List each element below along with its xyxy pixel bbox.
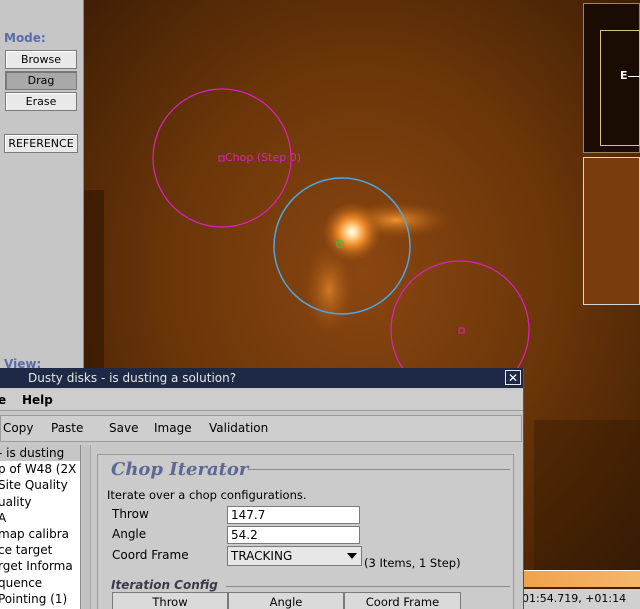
tree-item[interactable]: map calibra: [0, 526, 69, 541]
tree-item[interactable]: Site Quality: [0, 478, 68, 493]
tree-item[interactable]: rget Informa: [0, 559, 73, 574]
splitter-handle[interactable]: [82, 445, 91, 609]
erase-button[interactable]: Erase: [5, 92, 77, 111]
validation-button[interactable]: Validation: [209, 421, 269, 435]
tree-item[interactable]: A: [0, 510, 80, 526]
reference-button[interactable]: REFERENCE: [4, 134, 78, 153]
items-count: (3 Items, 1 Step): [364, 556, 461, 570]
view-label: View:: [4, 357, 42, 371]
angle-input[interactable]: [227, 526, 360, 544]
iterator-dialog: Dusty disks - is dusting a solution? ✕ e…: [0, 368, 524, 609]
menu-bar: e Help: [0, 390, 523, 411]
target-circle[interactable]: [273, 177, 411, 315]
coord-frame-label: Coord Frame: [112, 548, 189, 562]
iteration-divider: [226, 586, 510, 587]
angle-label: Angle: [112, 527, 147, 541]
editor-panel: Chop Iterator Iterate over a chop config…: [97, 454, 514, 609]
compass-arrow-icon: [628, 76, 640, 77]
column-header-throw[interactable]: Throw: [112, 592, 228, 609]
menu-file[interactable]: e: [0, 393, 6, 407]
chop-marker-2[interactable]: [458, 327, 465, 334]
overview-thumbnail[interactable]: E: [583, 3, 640, 153]
coord-frame-value: TRACKING: [231, 549, 293, 563]
chop-iterator-editor: Chop Iterator Iterate over a chop config…: [92, 445, 523, 609]
tree-item[interactable]: - is dusting: [0, 445, 80, 462]
colorbar: [520, 570, 640, 587]
coord-frame-select[interactable]: TRACKING: [227, 546, 362, 566]
chop-marker[interactable]: [218, 155, 225, 162]
dialog-title: Dusty disks - is dusting a solution?: [28, 371, 237, 385]
image-button[interactable]: Image: [154, 421, 192, 435]
browse-button[interactable]: Browse: [5, 50, 77, 69]
target-marker[interactable]: [335, 239, 345, 249]
tree-item[interactable]: p of W48 (2X: [0, 462, 77, 477]
dialog-title-bar[interactable]: Dusty disks - is dusting a solution? ✕: [0, 368, 523, 388]
save-button[interactable]: Save: [109, 421, 139, 435]
menu-help[interactable]: Help: [22, 393, 53, 407]
chop-circle-step0[interactable]: [152, 88, 292, 228]
title-divider: [248, 469, 510, 470]
iteration-table-header: Throw Angle Coord Frame: [112, 592, 461, 609]
column-header-angle[interactable]: Angle: [228, 592, 344, 609]
throw-label: Throw: [112, 507, 149, 521]
coordinate-readout: 01:54.719, +01:14: [520, 589, 640, 609]
iteration-config-title: Iteration Config: [111, 578, 218, 592]
column-header-coord-frame[interactable]: Coord Frame: [344, 592, 461, 609]
tree-item[interactable]: quence: [0, 575, 43, 590]
pan-thumbnail[interactable]: [583, 157, 640, 305]
thumbnail-viewport-box[interactable]: [600, 30, 640, 146]
editor-title: Chop Iterator: [111, 459, 249, 480]
copy-button[interactable]: Copy: [3, 421, 34, 435]
chevron-down-icon: [347, 553, 357, 559]
tree-item[interactable]: ce target: [0, 543, 53, 558]
chop-label: Chop (Step 0): [225, 151, 301, 164]
tree-item[interactable]: Pointing (1): [0, 591, 68, 606]
drag-button[interactable]: Drag: [5, 71, 77, 90]
editor-description: Iterate over a chop configurations.: [107, 488, 307, 502]
compass-label: E: [620, 69, 628, 82]
mode-label: Mode:: [4, 31, 46, 45]
bright-source: [322, 202, 382, 262]
throw-input[interactable]: [227, 506, 360, 524]
close-icon[interactable]: ✕: [505, 370, 521, 385]
toolbar: Copy Paste Save Image Validation: [0, 415, 522, 442]
image-edge: [84, 190, 104, 390]
paste-button[interactable]: Paste: [51, 421, 84, 435]
program-tree[interactable]: - is dusting p of W48 (2X Site Quality u…: [0, 445, 81, 609]
tree-item[interactable]: uality: [0, 494, 32, 509]
